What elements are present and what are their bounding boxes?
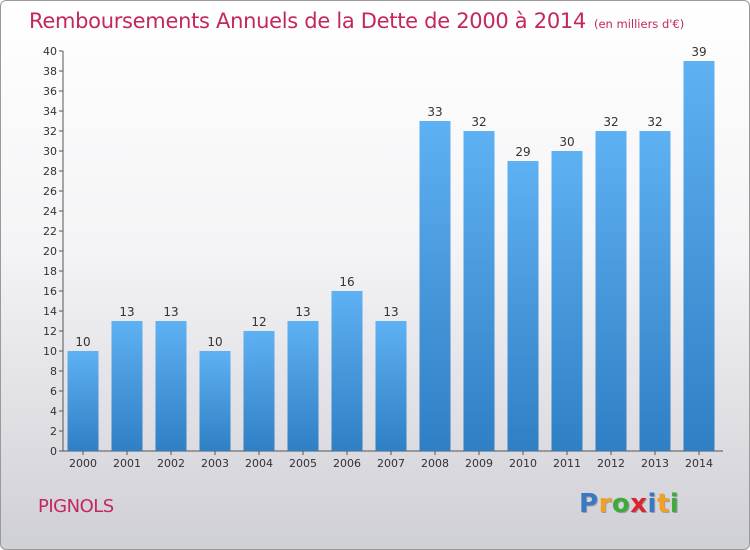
chart-title-text: Remboursements Annuels de la Dette de 20… — [29, 9, 586, 33]
x-tick-label: 2010 — [509, 457, 537, 470]
y-tick-label: 18 — [43, 265, 57, 278]
data-label: 32 — [603, 115, 618, 129]
data-label: 10 — [75, 335, 90, 349]
data-label: 10 — [207, 335, 222, 349]
bar-2002 — [155, 321, 187, 451]
bar-2009 — [463, 131, 495, 451]
axes: 0246810121416182022242628303234363840200… — [43, 45, 723, 470]
chart-title: Remboursements Annuels de la Dette de 20… — [29, 9, 684, 33]
y-tick-label: 40 — [43, 45, 57, 58]
bar-2008 — [419, 121, 451, 451]
bar-2000 — [67, 351, 99, 451]
x-tick-label: 2008 — [421, 457, 449, 470]
y-tick-label: 6 — [50, 385, 57, 398]
x-tick-label: 2001 — [113, 457, 141, 470]
y-tick-label: 36 — [43, 85, 57, 98]
bar-2001 — [111, 321, 143, 451]
bar-2003 — [199, 351, 231, 451]
y-tick-label: 14 — [43, 305, 57, 318]
proxiti-logo: Proxiti — [579, 489, 679, 519]
data-label: 32 — [471, 115, 486, 129]
data-label: 13 — [163, 305, 178, 319]
y-tick-label: 16 — [43, 285, 57, 298]
y-tick-label: 28 — [43, 165, 57, 178]
x-tick-label: 2014 — [685, 457, 713, 470]
y-tick-label: 30 — [43, 145, 57, 158]
y-tick-label: 10 — [43, 345, 57, 358]
data-label: 29 — [515, 145, 530, 159]
y-tick-label: 12 — [43, 325, 57, 338]
bar-2004 — [243, 331, 275, 451]
y-tick-label: 24 — [43, 205, 57, 218]
y-tick-label: 8 — [50, 365, 57, 378]
x-tick-label: 2005 — [289, 457, 317, 470]
y-tick-label: 32 — [43, 125, 57, 138]
data-label: 33 — [427, 105, 442, 119]
x-tick-label: 2000 — [69, 457, 97, 470]
commune-name: PIGNOLS — [38, 496, 114, 517]
y-tick-label: 4 — [50, 405, 57, 418]
logo-letter: P — [579, 489, 599, 519]
y-tick-label: 22 — [43, 225, 57, 238]
bar-2010 — [507, 161, 539, 451]
x-tick-label: 2006 — [333, 457, 361, 470]
data-label: 32 — [647, 115, 662, 129]
bar-2012 — [595, 131, 627, 451]
y-tick-label: 0 — [50, 445, 57, 458]
data-label: 30 — [559, 135, 574, 149]
y-tick-label: 20 — [43, 245, 57, 258]
y-tick-label: 34 — [43, 105, 57, 118]
bar-2014 — [683, 61, 715, 451]
data-label: 16 — [339, 275, 354, 289]
bar-2013 — [639, 131, 671, 451]
logo-letter: t — [656, 489, 670, 519]
x-tick-label: 2012 — [597, 457, 625, 470]
x-tick-label: 2013 — [641, 457, 669, 470]
logo-letter: r — [598, 489, 612, 519]
y-tick-label: 38 — [43, 65, 57, 78]
chart-subtitle: (en milliers d'€) — [594, 17, 685, 31]
bar-2011 — [551, 151, 583, 451]
logo-letter: o — [611, 489, 631, 519]
logo-letter: i — [669, 489, 680, 519]
bars — [67, 61, 715, 451]
x-tick-label: 2004 — [245, 457, 273, 470]
x-tick-label: 2007 — [377, 457, 405, 470]
x-tick-label: 2003 — [201, 457, 229, 470]
logo-letter: i — [647, 489, 657, 519]
data-label: 13 — [119, 305, 134, 319]
data-label: 13 — [295, 305, 310, 319]
bar-2005 — [287, 321, 319, 451]
bar-2007 — [375, 321, 407, 451]
x-tick-label: 2009 — [465, 457, 493, 470]
data-labels: 10 13 13 10 12 13 16 13 33 32 29 30 32 32 39 — [75, 45, 706, 349]
logo-letter: x — [630, 489, 648, 519]
x-tick-label: 2011 — [553, 457, 581, 470]
y-tick-label: 26 — [43, 185, 57, 198]
bar-2006 — [331, 291, 363, 451]
data-label: 13 — [383, 305, 398, 319]
y-tick-label: 2 — [50, 425, 57, 438]
data-label: 39 — [691, 45, 706, 59]
data-label: 12 — [251, 315, 266, 329]
x-tick-label: 2002 — [157, 457, 185, 470]
